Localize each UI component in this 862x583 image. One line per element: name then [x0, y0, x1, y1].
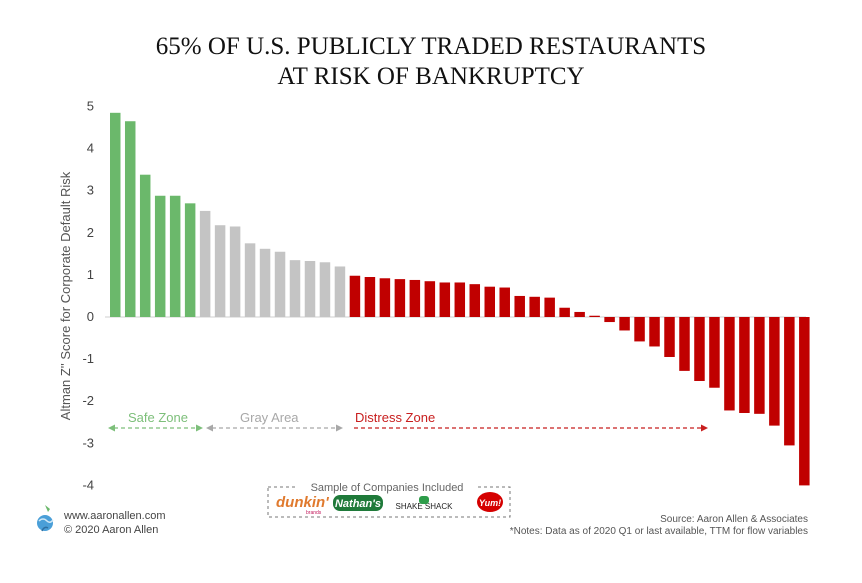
bar: [304, 261, 316, 317]
y-tick-label: 1: [87, 267, 94, 282]
zone-label: Gray Area: [240, 410, 299, 425]
bar: [769, 317, 780, 426]
nathans-logo: Nathan's: [335, 498, 381, 510]
bar: [110, 112, 121, 317]
bar: [289, 260, 301, 317]
footer-copyright: © 2020 Aaron Allen: [64, 524, 158, 536]
shake-shack-burger-icon: [419, 496, 429, 504]
chart-title-line-2: AT RISK OF BANKRUPTCY: [277, 63, 584, 90]
bar: [244, 243, 256, 317]
y-axis-ticks: 5 4 3 2 1 0 -1 -2 -3 -4: [82, 99, 94, 493]
nathans-logo-background: [333, 495, 383, 511]
bar: [589, 315, 600, 317]
bar: [199, 210, 211, 317]
companies-label-background: [297, 480, 477, 494]
zone-arrow-head: [196, 424, 203, 432]
zone-label: Distress Zone: [355, 410, 435, 425]
bar: [529, 296, 540, 317]
bar: [379, 278, 391, 317]
bar: [724, 317, 735, 411]
bar: [274, 251, 286, 318]
bar: [634, 317, 645, 342]
zone-arrow-head: [701, 424, 708, 432]
yum-logo-background: [477, 492, 503, 512]
bar: [649, 317, 660, 347]
dunkin-logo-sub: brands: [306, 510, 322, 516]
zone-arrow-head: [206, 424, 213, 432]
zone-annotations: Safe Zone Gray Area Distress Zone: [108, 410, 708, 432]
y-tick-label: 3: [87, 183, 94, 198]
y-tick-label: -2: [82, 393, 94, 408]
bar: [424, 281, 436, 317]
y-tick-label: 0: [87, 309, 94, 324]
bar: [739, 317, 750, 413]
y-tick-label: -4: [82, 477, 94, 492]
bar: [709, 317, 720, 388]
bar: [349, 275, 361, 317]
bar: [514, 295, 525, 317]
bar: [484, 286, 495, 317]
y-tick-label: 2: [87, 225, 94, 240]
y-tick-label: -3: [82, 435, 94, 450]
bar: [364, 277, 376, 317]
bar: [154, 195, 166, 317]
footer-source: Source: Aaron Allen & Associates: [660, 514, 808, 525]
bar: [784, 317, 795, 446]
bar: [664, 317, 675, 357]
dunkin-logo: dunkin': [276, 494, 329, 511]
bar: [499, 287, 510, 317]
bar: [184, 203, 196, 317]
bar: [214, 225, 226, 317]
y-tick-label: 5: [87, 99, 94, 114]
bar: [679, 317, 690, 371]
bar: [394, 279, 406, 317]
bar: [334, 266, 346, 317]
chart-title-line-1: 65% OF U.S. PUBLICLY TRADED RESTAURANTS: [156, 33, 706, 60]
bar: [454, 282, 466, 317]
yum-logo: Yum!: [479, 498, 501, 508]
bar: [754, 317, 765, 414]
bar: [139, 174, 151, 317]
bar: [259, 248, 271, 317]
zone-arrow-head: [108, 424, 115, 432]
bar: [604, 317, 615, 323]
bar: [799, 317, 810, 486]
bar: [229, 226, 241, 318]
companies-label: Sample of Companies Included: [311, 482, 464, 494]
footer-notes: *Notes: Data as of 2020 Q1 or last avail…: [510, 526, 808, 537]
bar: [619, 317, 630, 331]
globe-icon: [37, 505, 54, 532]
bar: [439, 282, 451, 317]
bar: [559, 307, 570, 317]
bar: [169, 195, 181, 317]
y-tick-label: 4: [87, 141, 94, 156]
companies-box: Sample of Companies Included dunkin' bra…: [267, 480, 511, 518]
bar: [319, 262, 331, 317]
y-tick-label: -1: [82, 351, 94, 366]
bar: [574, 311, 585, 317]
bar: [409, 279, 421, 317]
bar: [544, 297, 555, 317]
zone-label: Safe Zone: [128, 410, 188, 425]
zone-arrow-head: [336, 424, 343, 432]
bar: [124, 121, 136, 317]
bar: [694, 317, 705, 381]
y-axis-label: Altman Z'' Score for Corporate Default R…: [58, 171, 73, 420]
shake-shack-logo-text: SHAKE SHACK: [396, 502, 454, 511]
shake-shack-logo: SHAKE SHACK: [396, 496, 454, 511]
bars: [110, 112, 810, 486]
bar: [469, 284, 481, 317]
footer-website: www.aaronallen.com: [63, 510, 166, 522]
